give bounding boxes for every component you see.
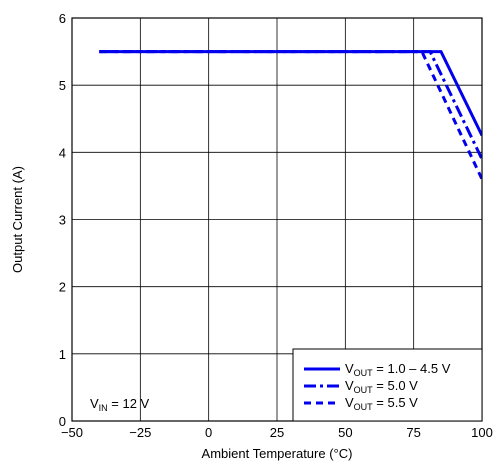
y-axis-label: Output Current (A) [10, 166, 25, 273]
x-tick-label: 0 [205, 425, 212, 440]
vin-annotation-sub: IN [99, 403, 108, 413]
legend: VOUT = 1.0 – 4.5 V VOUT = 5.0 V VOUT = 5… [292, 348, 483, 422]
x-tick-label: 50 [338, 425, 352, 440]
x-tick-labels: −50 −25 0 25 50 75 100 [61, 425, 493, 440]
legend-entry-3-rest: = 5.5 V [373, 395, 418, 410]
series-line-3 [99, 50, 482, 180]
series-line-2 [99, 50, 482, 160]
y-tick-label: 3 [59, 213, 66, 228]
legend-entry-2-main: V [345, 378, 354, 393]
legend-entry-3: VOUT = 5.5 V [345, 395, 418, 412]
x-tick-label: 25 [270, 425, 284, 440]
vin-annotation-rest: = 12 V [108, 396, 150, 411]
y-tick-label: 5 [59, 78, 66, 93]
legend-entry-1: VOUT = 1.0 – 4.5 V [345, 361, 451, 378]
legend-entry-1-sub: OUT [354, 368, 374, 378]
legend-box [292, 348, 483, 422]
y-tick-label: 6 [59, 11, 66, 26]
plot-frame [71, 17, 483, 422]
x-axis-label: Ambient Temperature (°C) [202, 446, 353, 461]
legend-entry-3-main: V [345, 395, 354, 410]
y-tick-labels: 0 1 2 3 4 5 6 [59, 11, 66, 429]
legend-entry-2: VOUT = 5.0 V [345, 378, 418, 395]
series-lines [99, 50, 482, 180]
legend-entry-2-sub: OUT [354, 385, 374, 395]
y-tick-label: 0 [59, 414, 66, 429]
x-tick-label: 100 [471, 425, 493, 440]
x-tick-label: −25 [129, 425, 151, 440]
x-tick-label: 75 [406, 425, 420, 440]
legend-entry-3-sub: OUT [354, 402, 374, 412]
series-line-1 [99, 50, 482, 137]
legend-entry-1-rest: = 1.0 – 4.5 V [373, 361, 451, 376]
y-tick-label: 2 [59, 280, 66, 295]
legend-entry-2-rest: = 5.0 V [373, 378, 418, 393]
y-tick-label: 4 [59, 145, 66, 160]
svg-text:VIN = 12 V: VIN = 12 V [90, 396, 150, 413]
x-tick-label: −50 [61, 425, 83, 440]
y-tick-label: 1 [59, 347, 66, 362]
vin-annotation: VIN = 12 V [90, 396, 150, 413]
legend-entry-1-main: V [345, 361, 354, 376]
vin-annotation-main: V [90, 396, 99, 411]
